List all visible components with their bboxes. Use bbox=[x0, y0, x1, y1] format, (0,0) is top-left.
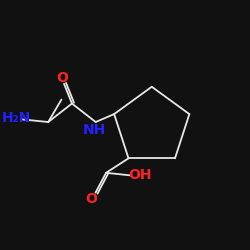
Text: OH: OH bbox=[128, 168, 152, 182]
Text: O: O bbox=[56, 71, 68, 85]
Text: O: O bbox=[86, 192, 98, 206]
Text: H₂N: H₂N bbox=[2, 111, 31, 125]
Text: NH: NH bbox=[83, 124, 106, 138]
